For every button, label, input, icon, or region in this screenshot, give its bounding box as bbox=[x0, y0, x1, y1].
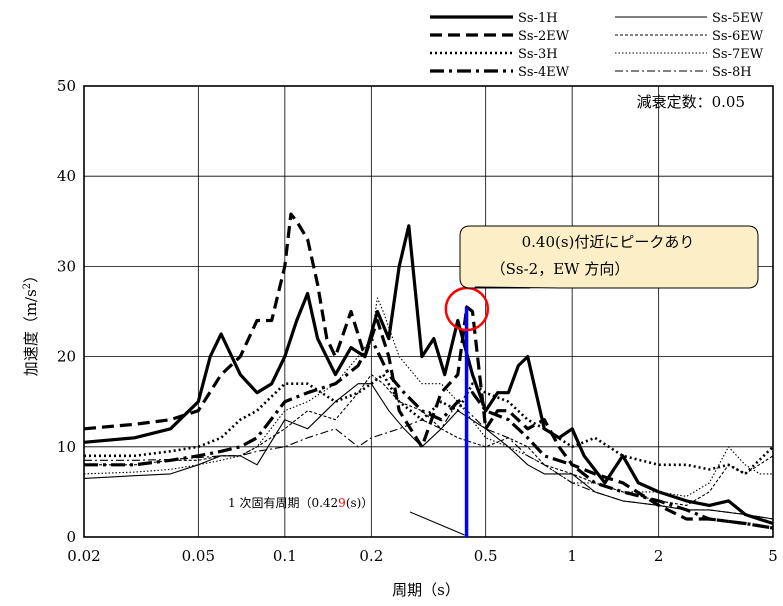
x-tick-label: 0.02 bbox=[67, 547, 100, 565]
y-tick-label: 0 bbox=[66, 528, 76, 546]
series-line-ss-3h bbox=[84, 373, 774, 476]
series-line-ss-4ew bbox=[84, 337, 774, 530]
x-tick-labels: 0.02 0.05 0.1 0.2 0.5 1 2 5 bbox=[67, 547, 777, 565]
legend-label: Ss-1H bbox=[518, 11, 558, 26]
series-line-ss-7ew bbox=[83, 297, 773, 497]
legend-label: Ss-4EW bbox=[518, 65, 570, 80]
series-line-ss-8h bbox=[84, 401, 774, 520]
x-tick-label: 0.5 bbox=[474, 547, 498, 565]
series-line-ss-1h bbox=[83, 224, 774, 526]
grid bbox=[84, 86, 773, 537]
legend-label: Ss-3H bbox=[518, 47, 558, 62]
x-axis-title: 周期（s） bbox=[392, 581, 460, 599]
legend-label: Ss-8H bbox=[712, 65, 752, 80]
series-line-ss-6ew bbox=[84, 374, 774, 506]
legend-label: Ss-7EW bbox=[712, 47, 764, 62]
period-label-leader bbox=[409, 511, 465, 536]
y-tick-label: 30 bbox=[57, 257, 76, 275]
y-tick-labels: 0 10 20 30 40 50 bbox=[57, 77, 76, 546]
x-tick-label: 0.2 bbox=[359, 547, 383, 565]
legend-label: Ss-6EW bbox=[712, 29, 764, 44]
x-tick-label: 1 bbox=[567, 547, 577, 565]
x-tick-label: 0.05 bbox=[182, 547, 215, 565]
period-label: 1 次固有周期（0.429(s)） bbox=[228, 496, 373, 510]
series-layer bbox=[83, 212, 774, 530]
peak-callout-box bbox=[459, 225, 759, 289]
legend: Ss-1H Ss-2EW Ss-3H Ss-4EW Ss-5EW Ss-6EW Ss-7EW… bbox=[430, 11, 764, 80]
y-tick-label: 10 bbox=[57, 438, 76, 456]
x-tick-label: 5 bbox=[768, 547, 778, 565]
x-tick-label: 2 bbox=[654, 547, 664, 565]
series-line-ss-5ew bbox=[83, 383, 774, 520]
series-line-ss-2ew bbox=[83, 212, 774, 530]
plot-border bbox=[83, 85, 774, 538]
y-tick-label: 20 bbox=[57, 348, 76, 366]
legend-label: Ss-2EW bbox=[518, 29, 570, 44]
peak-callout-line1: 0.40(s)付近にピークあり bbox=[522, 233, 695, 251]
annotations: 0.40(s)付近にピークあり （Ss-2，EW 方向） 1 次固有周期（0.4… bbox=[228, 225, 759, 537]
peak-callout-line2: （Ss-2，EW 方向） bbox=[491, 260, 630, 278]
y-tick-label: 40 bbox=[57, 167, 76, 185]
y-tick-label: 50 bbox=[57, 77, 76, 95]
x-tick-label: 0.1 bbox=[273, 547, 297, 565]
damping-label: 減衰定数：0.05 bbox=[637, 93, 745, 111]
y-axis-title: 加速度（m/s2） bbox=[22, 268, 40, 376]
legend-label: Ss-5EW bbox=[712, 11, 764, 26]
